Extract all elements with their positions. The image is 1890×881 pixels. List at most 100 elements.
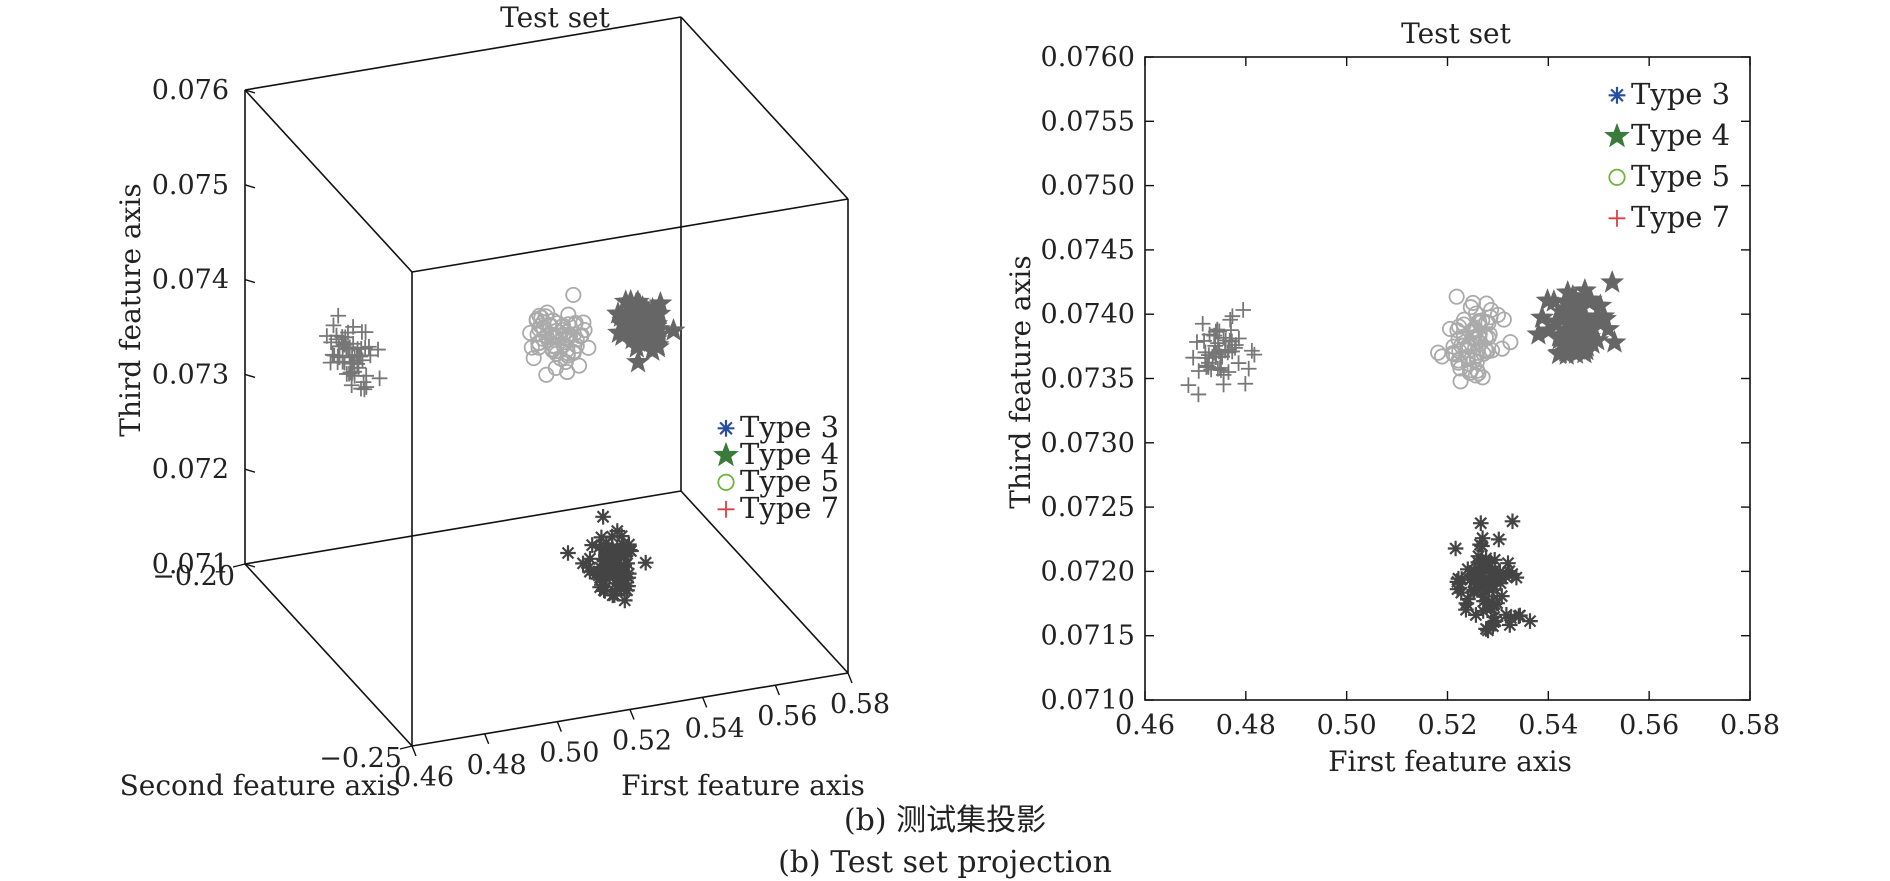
point-type-4 [1600, 269, 1625, 293]
point-type-7 [334, 338, 351, 355]
point-type-4 [1526, 321, 1551, 345]
point-type-7 [1207, 338, 1223, 354]
point-type-5 [1468, 347, 1485, 364]
y-tick-label: 0.0750 [1041, 171, 1135, 202]
point-type-7 [345, 319, 361, 335]
point-type-7 [1215, 330, 1232, 346]
point-type-7 [1180, 377, 1197, 393]
legend-marker-type-3 [717, 419, 735, 437]
z-tick [244, 468, 256, 473]
z-tick [244, 373, 256, 379]
point-type-3 [1460, 561, 1476, 578]
legend-label-type-7: Type 7 [1631, 200, 1730, 234]
chart-2d-plot-frame [1144, 56, 1751, 701]
point-type-3 [598, 549, 614, 565]
point-type-3 [1473, 515, 1489, 531]
point-type-7 [357, 324, 374, 340]
x-tick-label: 0.54 [685, 713, 745, 744]
x-tick-label: 0.50 [1317, 710, 1377, 741]
point-type-7 [1198, 359, 1215, 375]
x-tick-label: 0.46 [1115, 710, 1175, 741]
point-type-7 [345, 354, 362, 371]
point-type-4 [1602, 329, 1627, 353]
legend-marker-type-5 [717, 473, 735, 491]
point-type-7 [1240, 360, 1257, 377]
x-tick [629, 709, 635, 720]
point-type-4 [623, 305, 648, 329]
z-tick [244, 89, 256, 94]
y-tick-label: 0.0720 [1041, 556, 1135, 587]
point-type-5 [1452, 373, 1469, 390]
point-type-3 [1484, 567, 1500, 584]
point-type-7 [1190, 386, 1207, 403]
x-tick [702, 697, 708, 708]
point-type-7 [1224, 343, 1241, 360]
point-type-4 [1572, 277, 1597, 301]
point-type-3 [1475, 603, 1491, 619]
point-type-3 [1447, 540, 1464, 557]
y-tick-label: −0.20 [152, 561, 235, 592]
point-type-7 [1231, 330, 1247, 347]
box-edge [680, 16, 849, 200]
point-type-3 [1465, 584, 1482, 600]
point-type-7 [1208, 323, 1225, 340]
point-type-3 [1500, 555, 1516, 571]
point-type-4 [1567, 319, 1592, 343]
point-type-3 [1458, 595, 1475, 612]
point-type-3 [1503, 610, 1519, 626]
point-type-3 [1473, 565, 1490, 581]
point-type-3 [1468, 607, 1484, 623]
z-tick [244, 278, 256, 284]
point-type-5 [1455, 328, 1472, 345]
point-type-7 [1237, 375, 1254, 392]
point-type-4 [1562, 301, 1587, 325]
point-type-7 [346, 368, 363, 384]
z-tick [244, 184, 256, 189]
point-type-3 [1470, 554, 1487, 571]
point-type-3 [598, 558, 615, 575]
point-type-3 [1453, 571, 1470, 587]
y-tick [232, 563, 246, 568]
point-type-7 [1215, 367, 1232, 383]
point-type-3 [1476, 588, 1492, 605]
point-type-3 [582, 563, 598, 580]
point-type-3 [617, 548, 634, 564]
point-type-7 [1230, 355, 1247, 371]
x-tick [484, 733, 490, 745]
z-tick-label: 0.071 [152, 549, 229, 580]
point-type-4 [1555, 291, 1580, 314]
point-type-4 [648, 290, 673, 314]
x-tick-label: 0.52 [612, 726, 672, 757]
point-type-4 [640, 338, 665, 361]
point-type-4 [626, 349, 651, 373]
point-type-3 [621, 536, 637, 553]
y-tick-label: −0.25 [319, 743, 402, 774]
point-type-7 [1246, 346, 1263, 363]
point-type-3 [598, 570, 615, 587]
point-type-7 [1190, 363, 1207, 379]
point-type-5 [530, 335, 547, 352]
point-type-3 [616, 581, 632, 597]
chart-2d-y-label: Third feature axis [1004, 255, 1037, 508]
point-type-4 [1530, 305, 1555, 328]
point-type-3 [1491, 531, 1507, 548]
point-type-7 [1185, 349, 1201, 366]
legend-marker-type-3 [1608, 86, 1626, 104]
point-type-4 [1535, 288, 1560, 311]
x-tick-label: 0.48 [467, 750, 527, 781]
point-type-7 [1194, 315, 1211, 332]
z-tick-label: 0.073 [152, 359, 229, 390]
legend-label-type-5: Type 5 [740, 464, 839, 498]
legend-label-type-3: Type 3 [740, 410, 839, 444]
point-type-5 [1430, 344, 1447, 361]
chart-3d-z-label: Third feature axis [114, 183, 147, 436]
point-type-4 [1547, 341, 1572, 365]
point-type-3 [607, 575, 624, 592]
point-type-7 [326, 347, 343, 364]
point-type-3 [597, 567, 613, 583]
x-tick-label: 0.50 [539, 738, 599, 769]
legend-label-type-4: Type 4 [740, 437, 839, 471]
point-type-3 [1484, 581, 1501, 598]
